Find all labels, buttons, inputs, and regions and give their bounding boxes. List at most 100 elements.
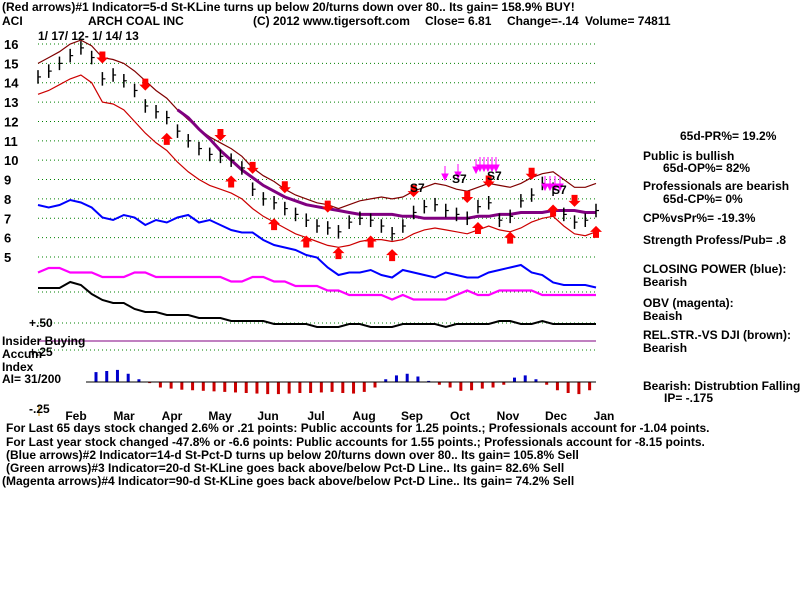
header-line-red-arrows: (Red arrows)#1 Indicator=5-d St-KLine tu… (2, 0, 575, 14)
x-tick-label: May (208, 409, 232, 423)
signal-arrow-down (407, 185, 420, 198)
y-tick-label: 7 (4, 211, 11, 226)
signal-arrow-up (590, 225, 602, 238)
signal-arrow-down (139, 78, 152, 91)
y-tick-label: 14 (4, 76, 19, 91)
obv-status: Beaish (643, 309, 683, 323)
upper-band-line (37, 39, 597, 210)
magenta-signal-arrow (480, 157, 488, 173)
x-tick-label: Nov (497, 409, 520, 423)
magenta-signal-arrow (556, 176, 564, 192)
public-bullish: Public is bullish (643, 149, 735, 163)
signal-arrow-down (278, 181, 291, 194)
signal-arrow-down (482, 175, 495, 188)
signal-arrow-up (471, 221, 484, 234)
pr-value: 65d-PR%= 19.2% (680, 129, 777, 143)
cp-value: 65d-CP%= 0% (663, 192, 743, 206)
magenta-signal-arrow (476, 157, 484, 173)
signal-arrow-up (504, 231, 517, 244)
obv-label: OBV (magenta): (643, 296, 734, 310)
s7-annotation: S7 (410, 181, 425, 195)
signal-arrow-up (268, 218, 281, 231)
x-tick-label: Feb (65, 409, 86, 423)
signal-arrow-up (547, 204, 560, 217)
lower-band-line (37, 74, 597, 248)
accum-minus25: -.25 (29, 402, 50, 416)
obv-line (37, 266, 596, 301)
x-tick-label: Jan (594, 409, 615, 423)
signal-arrow-down (568, 194, 581, 207)
relstr-label: REL.STR.-VS DJI (brown): (643, 328, 791, 342)
magenta-signal-arrow (484, 157, 492, 173)
copyright: (C) 2012 www.tigersoft.com (253, 14, 410, 28)
magenta-signal-arrow (488, 157, 496, 173)
ticker: ACI (2, 14, 23, 28)
signal-arrow-down (525, 167, 538, 180)
accum-plus25: +.25 (29, 345, 53, 359)
signal-arrow-up (364, 235, 377, 248)
insider-buying: Insider Buying (2, 334, 86, 348)
signal-arrow-up (160, 132, 173, 145)
op-value: 65d-OP%= 82% (663, 161, 751, 175)
s7-annotation: S7 (552, 183, 567, 197)
y-tick-label: 15 (4, 56, 18, 71)
x-tick-label: Jun (257, 409, 278, 423)
magenta-signal-arrow (454, 164, 462, 180)
company-name: ARCH COAL INC (88, 14, 184, 28)
strength-value: Strength Profess/Pub= .8 (643, 233, 787, 247)
y-tick-label: 8 (4, 192, 11, 207)
signal-arrow-down (321, 200, 334, 213)
y-tick-label: 6 (4, 231, 11, 246)
close-value: Close= 6.81 (425, 14, 492, 28)
footer-blue-arrows: (Blue arrows)#2 Indicator=14-d St-Pct-D … (6, 448, 579, 462)
volume-value: Volume= 74811 (585, 14, 671, 28)
signal-arrow-down (461, 190, 474, 203)
s7-annotation: S7 (487, 169, 502, 183)
x-tick-label: Sep (401, 409, 423, 423)
ip-value: IP= -.175 (664, 391, 714, 405)
footer-green-arrows: (Green arrows)#3 Indicator=20-d St-KLine… (6, 461, 565, 475)
closing-power-status: Bearish (643, 275, 688, 289)
cpvspr-value: CP%vsPr%= -19.3% (643, 211, 756, 225)
signal-arrow-up (386, 249, 399, 262)
footer-year: For Last year stock changed -47.8% or -6… (6, 435, 705, 449)
x-tick-label: Aug (352, 409, 375, 423)
accum-plus50: +.50 (29, 316, 53, 330)
closing-power-label: CLOSING POWER (blue): (643, 262, 787, 276)
y-tick-label: 9 (4, 173, 11, 188)
signal-arrow-down (214, 129, 227, 142)
x-tick-label: Jul (307, 409, 324, 423)
signal-arrow-up (332, 247, 345, 260)
y-tick-label: 10 (4, 153, 18, 168)
y-tick-label: 11 (4, 134, 18, 149)
closing-power-line (37, 198, 597, 289)
ai-value: AI= 31/200 (2, 372, 62, 386)
signal-arrow-down (96, 51, 109, 64)
s7-annotation: S7 (452, 172, 467, 186)
signal-arrow-down (246, 161, 259, 174)
moving-average-line (176, 108, 596, 220)
magenta-signal-arrow (541, 176, 549, 192)
y-tick-label: 12 (4, 114, 18, 129)
magenta-signal-arrow (472, 159, 480, 175)
magenta-signal-arrow (546, 176, 554, 192)
footer-65day: For Last 65 days stock changed 2.6% or .… (6, 421, 710, 435)
x-tick-label: Dec (545, 409, 567, 423)
footer-magenta-arrows: (Magenta arrows)#4 Indicator=90-d St-KLi… (2, 474, 575, 488)
magenta-signal-arrow (492, 157, 500, 173)
index-label: Index (2, 360, 34, 374)
change-value: Change=-.14 (507, 14, 579, 28)
x-tick-label: Mar (113, 409, 135, 423)
x-tick-label: Apr (162, 409, 183, 423)
signal-arrow-up (225, 175, 238, 188)
pros-bearish: Professionals are bearish (643, 179, 790, 193)
signal-arrow-up (300, 235, 313, 248)
distribution-status: Bearish: Distrubtion Falling. (643, 379, 800, 393)
y-tick-label: 13 (4, 95, 18, 110)
magenta-signal-arrow (551, 176, 559, 192)
relstr-line (38, 280, 596, 329)
magenta-signal-arrow (441, 166, 449, 182)
x-tick-label: Oct (450, 409, 470, 423)
y-tick-label: 5 (4, 250, 11, 265)
